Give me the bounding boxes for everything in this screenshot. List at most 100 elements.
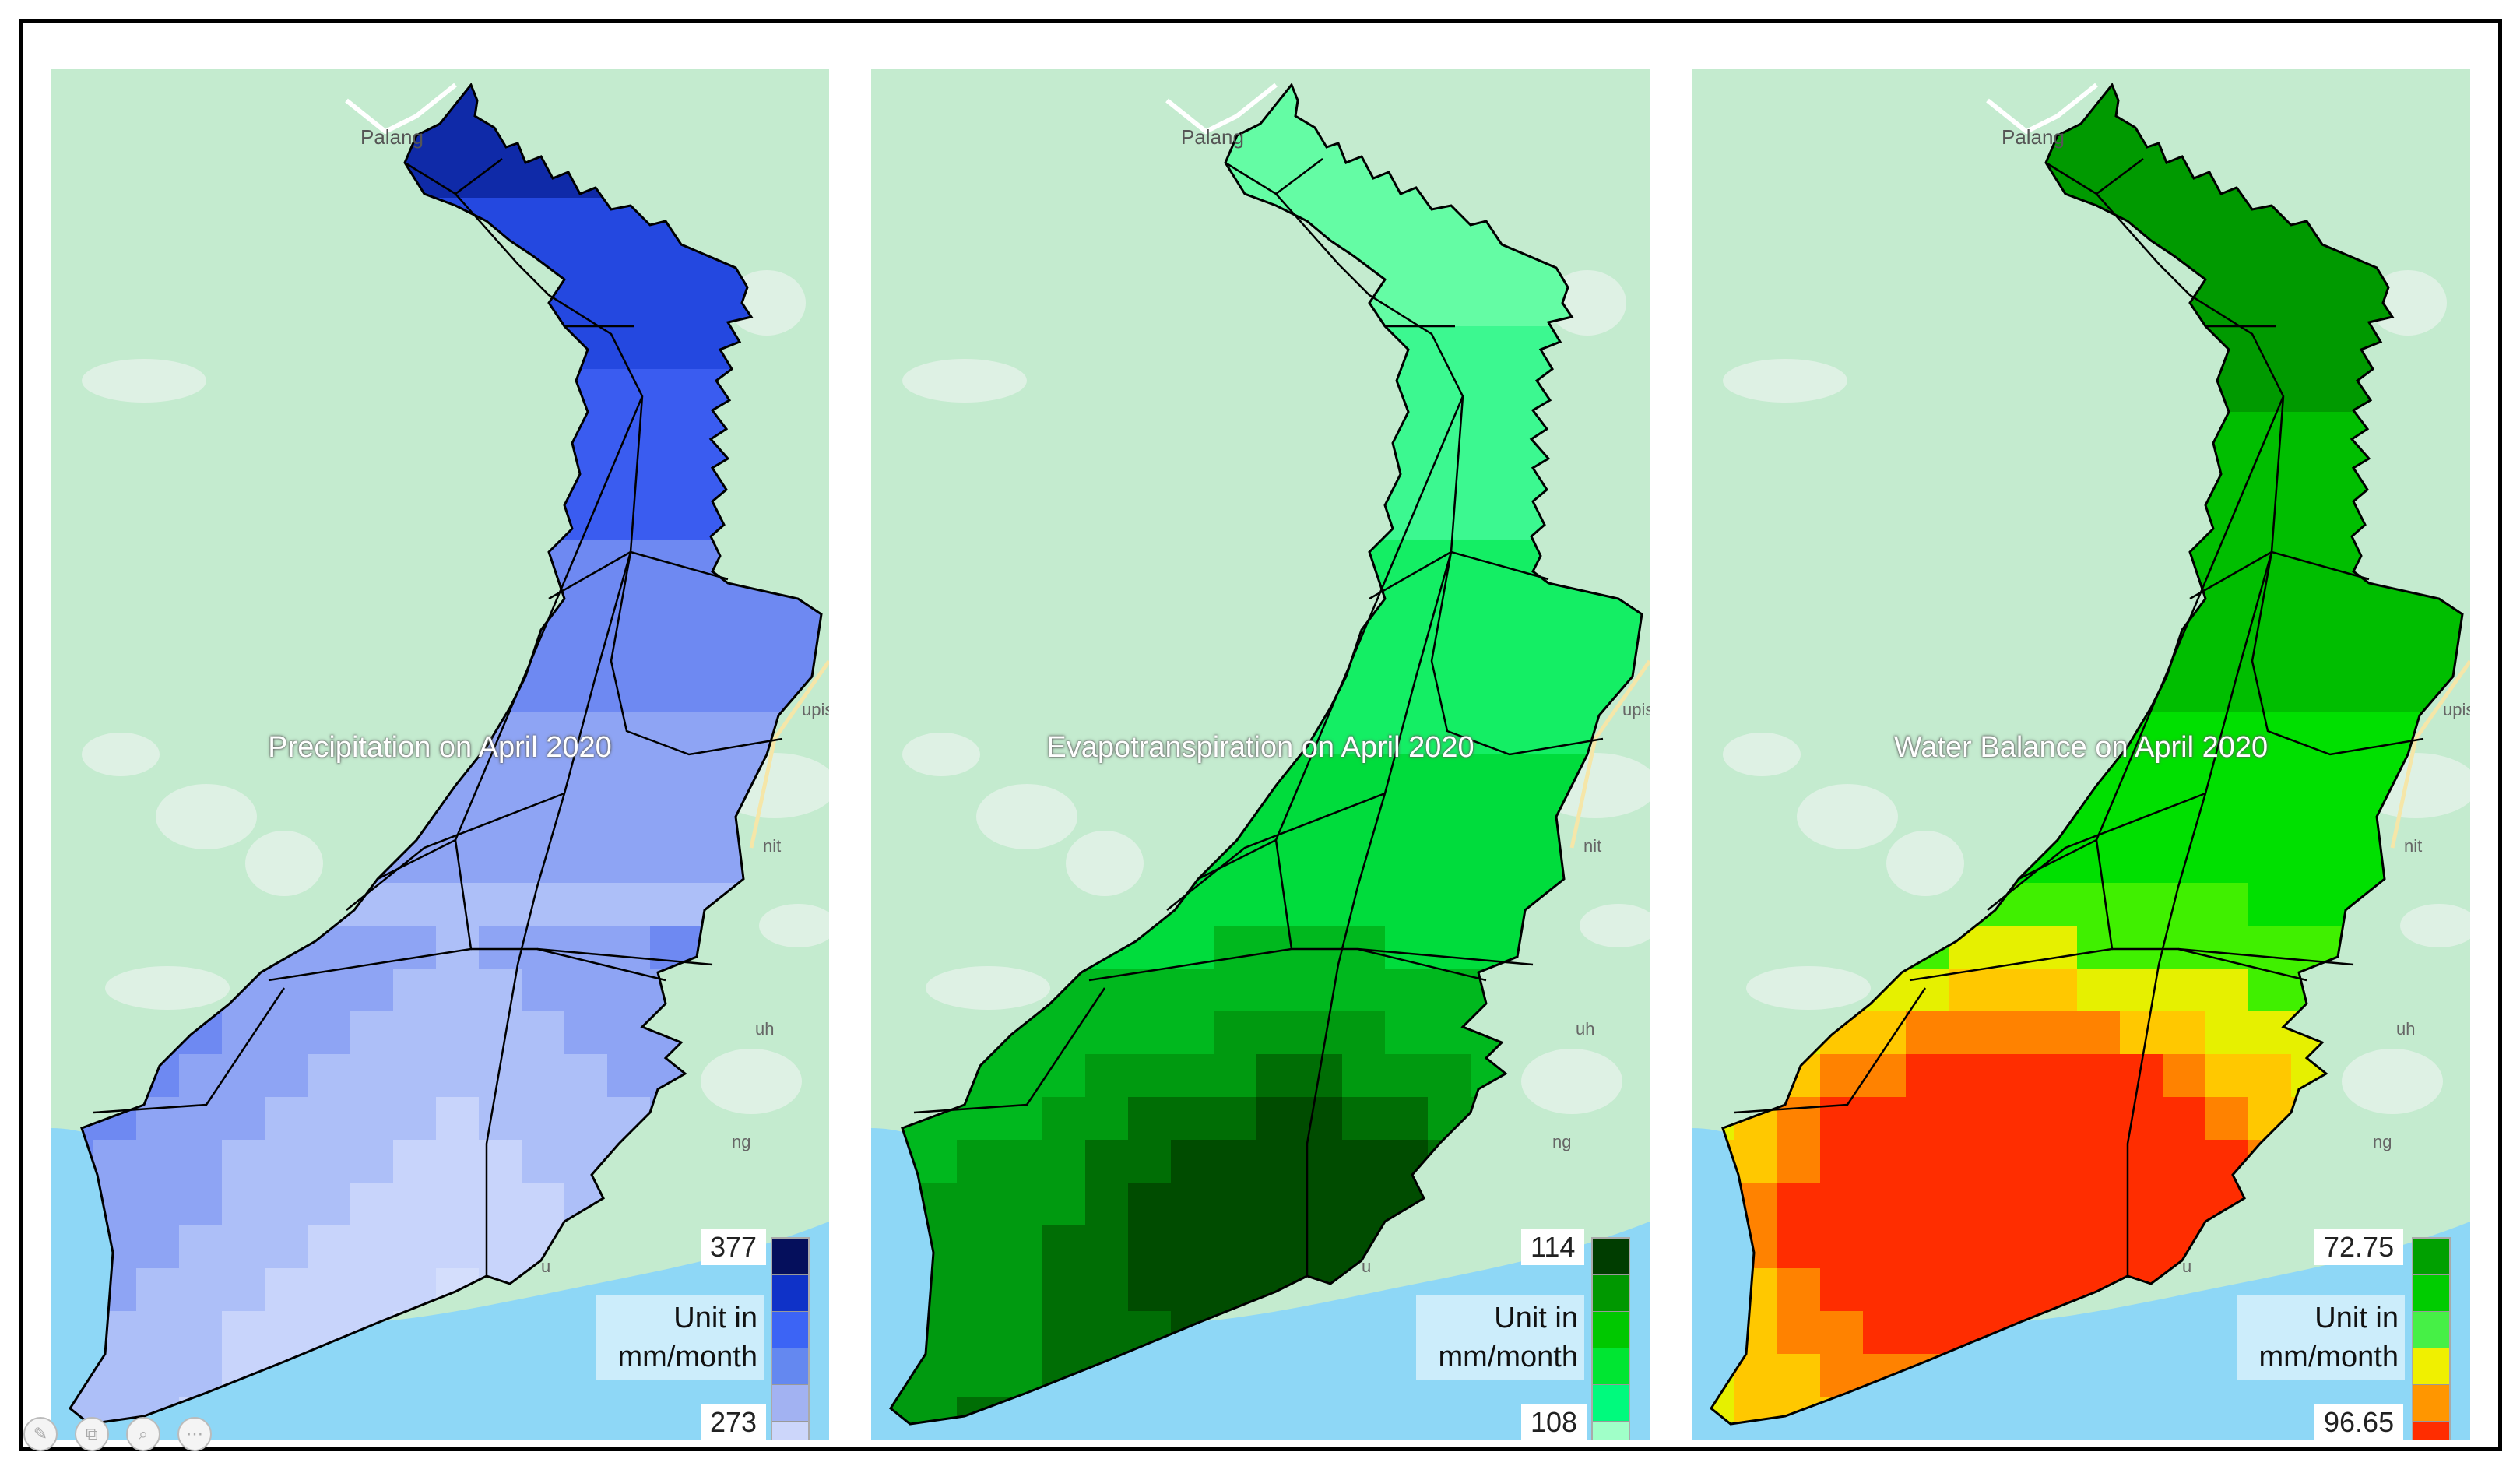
road [2390, 659, 2470, 849]
raster-cell [1042, 1140, 1086, 1183]
raster-cell [93, 1140, 137, 1183]
raster-cell [350, 1183, 394, 1226]
raster-cell [265, 1225, 308, 1269]
raster-cell [1342, 1054, 1386, 1098]
raster-cell [1428, 1054, 1471, 1098]
raster-cell [1085, 1183, 1129, 1226]
raster-cell [1385, 283, 1429, 327]
raster-cell [2034, 1097, 2078, 1141]
district-boundary [1275, 193, 1464, 553]
raster-cell [1471, 455, 1514, 498]
legend-swatch [2413, 1348, 2449, 1385]
raster-cell [1128, 1097, 1172, 1141]
raster-cell [222, 1268, 265, 1312]
raster-cell [222, 1311, 265, 1355]
raster-cell [136, 1140, 180, 1183]
raster-cell [2163, 840, 2206, 884]
raster-cell [2077, 1140, 2121, 1183]
more-icon[interactable]: ⋯ [177, 1417, 212, 1451]
zoom-icon[interactable]: ⌕ [126, 1417, 160, 1451]
raster-cell [1991, 969, 2035, 1012]
raster-cell [564, 797, 608, 841]
raster-cell [308, 1183, 351, 1226]
raster-cell [1214, 1011, 1257, 1055]
raster-cell [1991, 1268, 2035, 1312]
raster-cell [2291, 840, 2335, 884]
landcover-patch [759, 904, 829, 947]
raster-cell [2291, 412, 2335, 455]
raster-cell [2291, 797, 2335, 841]
raster-cell [650, 840, 694, 884]
raster-cell [650, 626, 694, 670]
legend-swatch [1593, 1312, 1629, 1348]
raster-cell [2291, 455, 2335, 498]
raster-cell [136, 1354, 180, 1397]
district-boundary [610, 551, 783, 756]
raster-cell [1214, 926, 1257, 969]
raster-cell [350, 1011, 394, 1055]
raster-cell [1949, 1183, 1992, 1226]
raster-cell [957, 1183, 1000, 1226]
raster-cell [1342, 1183, 1386, 1226]
legend-unit: Unit in mm/month [596, 1295, 764, 1380]
raster-cell [2163, 712, 2206, 755]
raster-cell [650, 412, 694, 455]
raster-cell [1513, 669, 1557, 712]
raster-cell [2163, 1011, 2206, 1055]
legend-max-value: 114 [1521, 1229, 1585, 1265]
region-outline [69, 83, 823, 1426]
raster-cell [1863, 1311, 1907, 1355]
pencil-icon[interactable]: ✎ [23, 1417, 58, 1451]
raster-cell [1171, 969, 1214, 1012]
raster-cell [522, 926, 565, 969]
town-label: nit [763, 836, 781, 856]
raster-cell [522, 712, 565, 755]
raster-cell [1991, 1183, 2035, 1226]
raster-cell [436, 883, 480, 926]
raster-cell [1385, 840, 1429, 884]
raster-cell [350, 1268, 394, 1312]
raster-cell [1777, 1311, 1821, 1355]
map-title: Water Balance on April 2020 [1893, 731, 2269, 764]
raster-cell [265, 1268, 308, 1312]
raster-cell [1820, 1311, 1864, 1355]
district-boundary [2177, 947, 2354, 966]
raster-cell [1128, 1140, 1172, 1183]
raster-cell [1085, 1140, 1129, 1183]
district-boundary [2251, 551, 2424, 756]
raster-cell [1513, 840, 1557, 884]
raster-cell [436, 1225, 480, 1269]
raster-cell [1299, 840, 1343, 884]
raster-cell [1085, 1097, 1129, 1141]
raster-cell [607, 369, 651, 413]
raster-cell [1000, 1225, 1043, 1269]
town-label: u [1362, 1257, 1371, 1276]
raster-cell [1256, 926, 1300, 969]
raster-cell [479, 1183, 522, 1226]
raster-cell [1042, 1183, 1086, 1226]
raster-cell [1342, 1011, 1386, 1055]
raster-cell [2248, 840, 2292, 884]
raster-cell [2163, 926, 2206, 969]
copy-icon[interactable]: ⧉ [75, 1417, 109, 1451]
raster-cell [436, 1140, 480, 1183]
raster-cell [1428, 369, 1471, 413]
raster-cell [1777, 1268, 1821, 1312]
legend-swatch [772, 1385, 808, 1422]
raster-cell [1428, 840, 1471, 884]
raster-cell [1171, 1140, 1214, 1183]
raster-cell [2334, 797, 2378, 841]
legend-unit-line1: Unit in [1494, 1302, 1578, 1334]
legend-swatch [1593, 1239, 1629, 1275]
raster-cell [2291, 497, 2335, 541]
raster-cell [1471, 626, 1514, 670]
raster-cell [564, 840, 608, 884]
raster-cell [1256, 1183, 1300, 1226]
raster-cell [1820, 1097, 1864, 1141]
legend-max-value: 377 [701, 1229, 767, 1265]
raster-cell [564, 883, 608, 926]
raster-cell [2334, 626, 2378, 670]
raster-cell [2205, 712, 2249, 755]
raster-cell [436, 969, 480, 1012]
raster-cell [650, 669, 694, 712]
